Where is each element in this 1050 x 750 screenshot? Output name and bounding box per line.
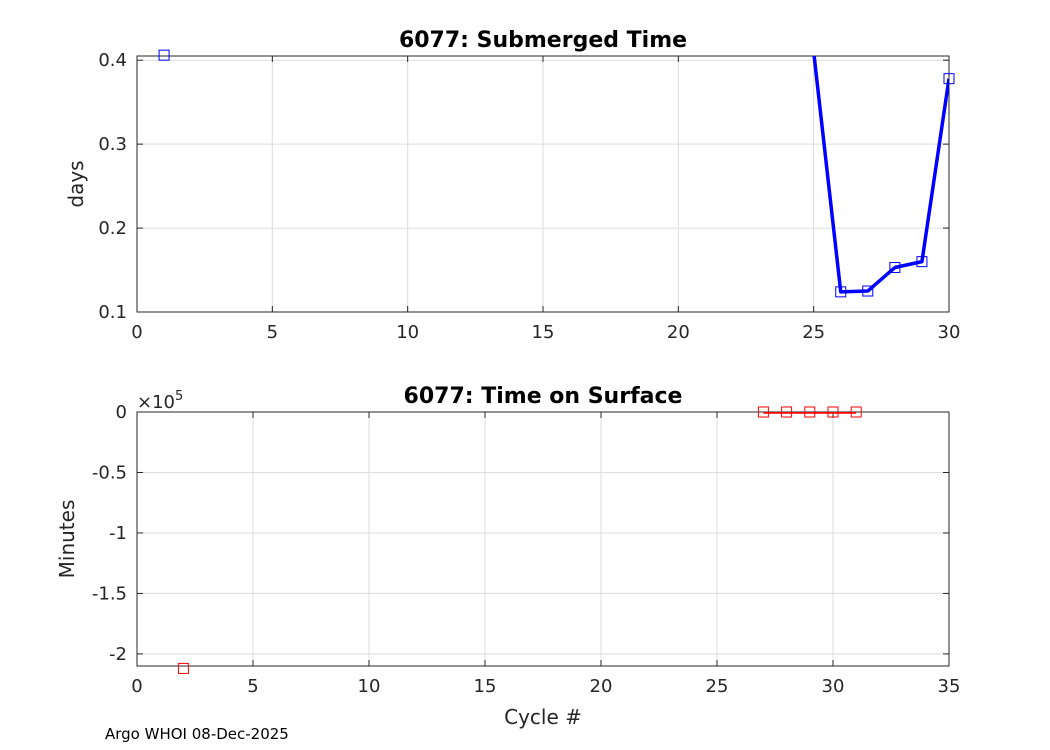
exponent-base: ×10 bbox=[137, 392, 175, 413]
footer-credit: Argo WHOI 08-Dec-2025 bbox=[105, 725, 289, 743]
x-tick-label: 5 bbox=[267, 322, 278, 343]
y-tick-label: -2 bbox=[109, 644, 127, 665]
axis-ticks: 0 5 10 15 20 25 30 35 0 -0.5 -1 -1.5 -2 bbox=[92, 402, 961, 697]
y-tick-label: -0.5 bbox=[92, 462, 127, 483]
x-tick-label: 15 bbox=[532, 322, 555, 343]
x-tick-label: 30 bbox=[822, 676, 845, 697]
y-tick-label: -1 bbox=[109, 523, 127, 544]
x-tick-label: 25 bbox=[706, 676, 729, 697]
series-polyline bbox=[812, 56, 949, 294]
x-tick-label: 15 bbox=[474, 676, 497, 697]
series-line bbox=[812, 56, 949, 294]
x-tick-label: 20 bbox=[590, 676, 613, 697]
data-point-marker bbox=[781, 406, 793, 418]
x-tick-label: 0 bbox=[131, 322, 142, 343]
data-point-marker bbox=[757, 406, 769, 418]
y-tick-label: 0 bbox=[116, 402, 127, 423]
data-point-marker bbox=[177, 662, 189, 674]
data-point-marker bbox=[850, 406, 862, 418]
data-point-marker bbox=[158, 49, 170, 61]
x-tick-label: 25 bbox=[802, 322, 825, 343]
x-tick-label: 30 bbox=[938, 322, 961, 343]
x-tick-label: 10 bbox=[358, 676, 381, 697]
surface-time-chart: 0 5 10 15 20 25 30 35 0 -0.5 -1 -1.5 -2 6077: Time o… bbox=[55, 384, 960, 729]
y-axis-label: Minutes bbox=[55, 500, 79, 579]
axis-ticks: 0 5 10 15 20 25 30 0.1 0.2 0.3 0.4 bbox=[98, 50, 960, 343]
x-axis-label: Cycle # bbox=[504, 705, 582, 729]
y-axis-exponent: ×105 bbox=[137, 389, 183, 413]
chart-grid bbox=[136, 411, 950, 666]
series-markers bbox=[177, 406, 862, 674]
x-tick-label: 5 bbox=[247, 676, 258, 697]
x-tick-label: 20 bbox=[667, 322, 690, 343]
y-tick-label: 0.2 bbox=[98, 218, 127, 239]
exponent-power: 5 bbox=[175, 389, 183, 404]
y-axis-label: days bbox=[64, 160, 88, 207]
y-tick-label: 0.4 bbox=[98, 50, 127, 71]
data-point-marker bbox=[827, 406, 839, 418]
data-point-marker bbox=[804, 406, 816, 418]
data-point-marker bbox=[889, 262, 901, 274]
chart-title: 6077: Time on Surface bbox=[404, 384, 683, 409]
data-point-marker bbox=[862, 285, 874, 297]
y-tick-label: -1.5 bbox=[92, 583, 127, 604]
data-point-marker bbox=[835, 286, 847, 298]
y-tick-label: 0.1 bbox=[98, 302, 127, 323]
x-tick-label: 10 bbox=[396, 322, 419, 343]
x-tick-label: 0 bbox=[131, 676, 142, 697]
x-tick-label: 35 bbox=[938, 676, 961, 697]
chart-title: 6077: Submerged Time bbox=[399, 28, 687, 53]
plot-area bbox=[136, 411, 950, 667]
series-markers bbox=[158, 49, 955, 298]
data-point-marker bbox=[943, 73, 955, 85]
y-tick-label: 0.3 bbox=[98, 134, 127, 155]
submerged-time-chart: 0 5 10 15 20 25 30 0.1 0.2 0.3 0.4 6077: Submerged… bbox=[64, 28, 960, 343]
data-point-marker bbox=[916, 256, 928, 268]
